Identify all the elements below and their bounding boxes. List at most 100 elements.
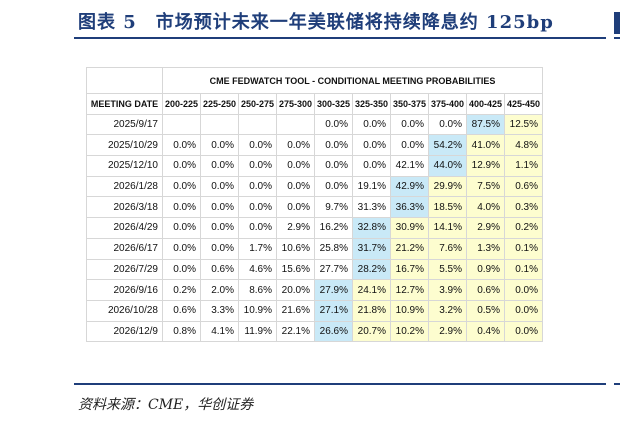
probability-cell: 21.2% (390, 237, 429, 260)
probability-cell: 0.0% (276, 134, 315, 157)
probability-cell: 28.2% (352, 258, 391, 281)
probability-cell: 0.0% (504, 299, 543, 322)
probability-cell: 10.9% (390, 299, 429, 322)
next-column-bottom-rule (614, 383, 620, 385)
probability-cell: 0.0% (238, 196, 277, 219)
probability-cell: 0.0% (314, 175, 353, 198)
probability-cell: 0.0% (276, 155, 315, 177)
table-row: 2026/1/28 0.0% 0.0% 0.0% 0.0% 0.0% 19.1% 42.9% 2… (86, 175, 543, 198)
meeting-date-cell: 2025/10/29 (86, 134, 163, 157)
probability-cell: 27.7% (314, 258, 353, 281)
table-row: 2025/12/10 0.0% 0.0% 0.0% 0.0% 0.0% 0.0% 42.1% 4… (86, 155, 543, 177)
source-note: 资料来源：CME，华创证券 (78, 397, 254, 413)
corner-cell (86, 67, 163, 94)
table-row: 2025/9/17 0.0% 0.0% 0.0% 0.0% 87.5% 12.5% (86, 113, 543, 136)
probability-cell: 22.1% (276, 320, 315, 343)
probability-cell: 0.0% (200, 155, 239, 177)
probability-cell: 0.0% (200, 134, 239, 157)
probability-cell: 0.0% (390, 113, 429, 136)
probability-cell: 0.6% (504, 175, 543, 198)
probability-cell: 0.2% (504, 217, 543, 239)
column-header-rate-range: 200-225 (162, 93, 201, 115)
probability-cell: 41.0% (466, 134, 505, 157)
column-header-rate-range: 225-250 (200, 93, 239, 115)
meeting-date-cell: 2026/12/9 (86, 320, 163, 343)
probability-cell: 2.9% (428, 320, 467, 343)
meeting-date-cell: 2026/3/18 (86, 196, 163, 219)
probability-cell: 0.0% (200, 196, 239, 219)
probability-cell: 10.2% (390, 320, 429, 343)
column-header-rate-range: 375-400 (428, 93, 467, 115)
probability-cell: 26.6% (314, 320, 353, 343)
probability-cell: 1.7% (238, 237, 277, 260)
probability-cell: 12.5% (504, 113, 543, 136)
probability-cell: 54.2% (428, 134, 467, 157)
probability-cell: 4.0% (466, 196, 505, 219)
probability-cell: 3.2% (428, 299, 467, 322)
table-row: 2026/6/17 0.0% 0.0% 1.7% 10.6% 25.8% 31.7% 21.2… (86, 237, 543, 260)
probability-cell: 11.9% (238, 320, 277, 343)
column-header-rate-range: 400-425 (466, 93, 505, 115)
probability-cell: 0.0% (314, 155, 353, 177)
probability-cell: 31.7% (352, 237, 391, 260)
probability-cell: 0.0% (314, 134, 353, 157)
table-row: 2026/10/28 0.6% 3.3% 10.9% 21.6% 27.1% 21.8% 10… (86, 299, 543, 322)
probability-cell: 0.0% (162, 134, 201, 157)
column-header-rate-range: 275-300 (276, 93, 315, 115)
probability-cell: 8.6% (238, 279, 277, 301)
probability-cell: 0.0% (162, 175, 201, 198)
probability-cell: 0.0% (238, 217, 277, 239)
probability-cell: 19.1% (352, 175, 391, 198)
column-header-meeting-date: MEETING DATE (86, 93, 163, 115)
probability-cell: 0.0% (238, 175, 277, 198)
probability-cell: 0.0% (352, 134, 391, 157)
figure-title: 图表 5 市场预计未来一年美联储将持续降息约 125bp (78, 12, 554, 33)
probability-cell: 7.6% (428, 237, 467, 260)
column-header-rate-range: 350-375 (390, 93, 429, 115)
probability-cell: 0.0% (162, 196, 201, 219)
probability-cell: 0.6% (162, 299, 201, 322)
probability-cell: 0.0% (162, 217, 201, 239)
table-body: 2025/9/17 0.0% 0.0% 0.0% 0.0% 87.5% 12.5% 2025/… (86, 113, 543, 343)
table-row: 2025/10/29 0.0% 0.0% 0.0% 0.0% 0.0% 0.0% 0.0% 54… (86, 134, 543, 157)
probability-cell: 4.1% (200, 320, 239, 343)
table-row: 2026/9/16 0.2% 2.0% 8.6% 20.0% 27.9% 24.1% 12.7… (86, 279, 543, 301)
probability-cell: 2.0% (200, 279, 239, 301)
probability-cell: 29.9% (428, 175, 467, 198)
probability-cell: 0.0% (200, 175, 239, 198)
probability-cell: 27.9% (314, 279, 353, 301)
probability-cell: 0.0% (276, 175, 315, 198)
probability-cell (238, 113, 277, 136)
probability-cell: 20.7% (352, 320, 391, 343)
probability-cell: 1.3% (466, 237, 505, 260)
meeting-date-cell: 2025/9/17 (86, 113, 163, 136)
probability-cell: 5.5% (428, 258, 467, 281)
probability-cell: 31.3% (352, 196, 391, 219)
probability-cell: 0.0% (200, 237, 239, 260)
probability-cell: 9.7% (314, 196, 353, 219)
probability-cell: 24.1% (352, 279, 391, 301)
probability-cell: 10.9% (238, 299, 277, 322)
probability-cell: 0.8% (162, 320, 201, 343)
probability-cell: 12.9% (466, 155, 505, 177)
meeting-date-cell: 2026/1/28 (86, 175, 163, 198)
probability-cell: 0.6% (200, 258, 239, 281)
probability-cell: 0.1% (504, 258, 543, 281)
probability-cell (200, 113, 239, 136)
probability-cell: 14.1% (428, 217, 467, 239)
probability-cell: 3.9% (428, 279, 467, 301)
probability-cell: 0.4% (466, 320, 505, 343)
probability-cell (162, 113, 201, 136)
column-header-rate-range: 300-325 (314, 93, 353, 115)
probability-cell: 0.1% (504, 237, 543, 260)
probability-cell: 42.9% (390, 175, 429, 198)
probability-cell: 4.6% (238, 258, 277, 281)
probability-cell (276, 113, 315, 136)
probability-cell: 4.8% (504, 134, 543, 157)
column-header-rate-range: 250-275 (238, 93, 277, 115)
probability-cell: 12.7% (390, 279, 429, 301)
probability-cell: 0.0% (276, 196, 315, 219)
probability-cell: 0.0% (314, 113, 353, 136)
meeting-date-cell: 2026/6/17 (86, 237, 163, 260)
next-column-rule (614, 37, 620, 39)
